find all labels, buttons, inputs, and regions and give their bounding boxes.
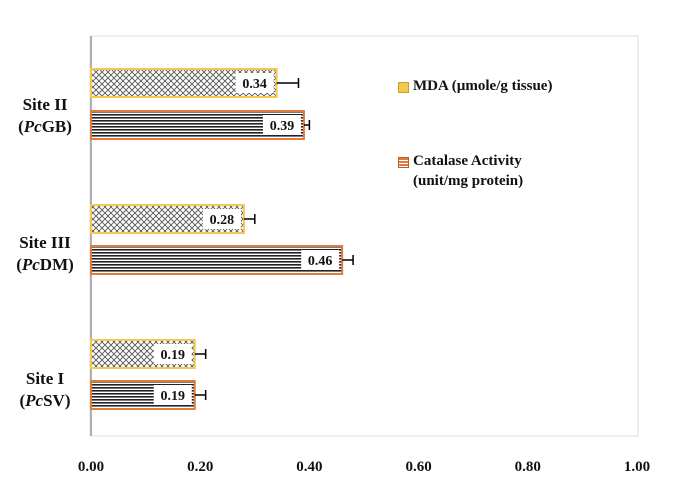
category-label-site-iii: Site III (PcDM) xyxy=(16,233,74,274)
bar-catalase-site-iii xyxy=(90,245,344,275)
legend-label-mda: MDA (µmole/g tissue) xyxy=(413,78,553,94)
bar-catalase-site-i-value-label: 0.19 xyxy=(160,389,185,404)
category-label-site-ii: Site II (PcGB) xyxy=(18,95,72,136)
bar-catalase-site-i-label-box xyxy=(153,385,192,405)
bar-catalase-site-ii-value-label: 0.39 xyxy=(270,119,295,134)
bar-mda-site-i-value-label: 0.19 xyxy=(160,348,185,363)
legend-label-catalase: Catalase Activity (unit/mg protein) xyxy=(413,153,524,189)
x-tick-label-0: 0.00 xyxy=(78,459,104,475)
bar-mda-site-iii-value-label: 0.28 xyxy=(210,213,235,228)
x-tick-label-4: 0.80 xyxy=(515,459,541,475)
x-tick-label-1: 0.20 xyxy=(187,459,213,475)
bar-mda-site-i-label-box xyxy=(153,344,192,364)
bar-catalase-site-iii-label-box xyxy=(301,250,340,270)
bar-mda-site-ii-value-label: 0.34 xyxy=(242,77,267,92)
bar-catalase-site-iii-value-label: 0.46 xyxy=(308,254,333,269)
x-tick-label-2: 0.40 xyxy=(296,459,322,475)
legend-swatch-mda xyxy=(398,82,409,93)
bar-catalase-site-ii-label-box xyxy=(262,115,301,135)
legend-swatch-catalase xyxy=(398,157,409,168)
bar-mda-site-ii-label-box xyxy=(235,73,274,93)
category-label-site-i: Site I (PcSV) xyxy=(19,369,71,410)
x-tick-label-3: 0.60 xyxy=(405,459,431,475)
bar-mda-site-iii-label-box xyxy=(202,209,241,229)
x-tick-label-5: 1.00 xyxy=(624,459,650,475)
